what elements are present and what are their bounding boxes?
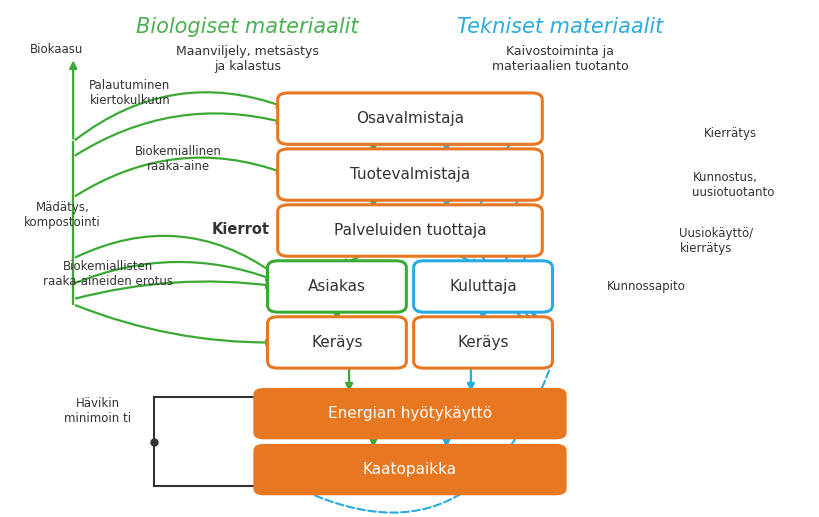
FancyBboxPatch shape — [278, 149, 541, 200]
Text: Kuluttaja: Kuluttaja — [449, 279, 516, 294]
Text: Keräys: Keräys — [457, 335, 508, 350]
Text: Mädätys,
kompostointi: Mädätys, kompostointi — [25, 201, 101, 229]
FancyBboxPatch shape — [278, 93, 541, 144]
Text: Energian hyötykäyttö: Energian hyötykäyttö — [328, 406, 491, 421]
FancyBboxPatch shape — [267, 317, 406, 368]
FancyBboxPatch shape — [253, 388, 566, 439]
Text: Uusiokäyttö/
kierrätys: Uusiokäyttö/ kierrätys — [679, 226, 753, 255]
Text: Biologiset materiaalit: Biologiset materiaalit — [136, 17, 359, 37]
Text: Kaivostoiminta ja
materiaalien tuotanto: Kaivostoiminta ja materiaalien tuotanto — [491, 44, 627, 72]
Text: Palautuminen
kiertokulkuun: Palautuminen kiertokulkuun — [89, 79, 170, 107]
Text: Tekniset materiaalit: Tekniset materiaalit — [456, 17, 663, 37]
FancyBboxPatch shape — [413, 261, 552, 312]
Text: Kunnossapito: Kunnossapito — [607, 280, 686, 293]
FancyBboxPatch shape — [253, 444, 566, 495]
Text: Biokemiallisten
raaka-aineiden erotus: Biokemiallisten raaka-aineiden erotus — [43, 260, 173, 288]
Text: Maanviljely, metsästys
ja kalastus: Maanviljely, metsästys ja kalastus — [176, 44, 319, 72]
FancyBboxPatch shape — [278, 205, 541, 256]
Text: Keräys: Keräys — [311, 335, 362, 350]
FancyBboxPatch shape — [413, 317, 552, 368]
Text: Tuotevalmistaja: Tuotevalmistaja — [350, 167, 469, 182]
FancyBboxPatch shape — [267, 261, 406, 312]
Text: Palveluiden tuottaja: Palveluiden tuottaja — [333, 223, 486, 238]
Text: Osavalmistaja: Osavalmistaja — [355, 111, 464, 126]
Text: Biokemiallinen
raaka-aine: Biokemiallinen raaka-aine — [135, 145, 222, 173]
Text: Kunnostus,
uusiotuotanto: Kunnostus, uusiotuotanto — [691, 171, 774, 199]
Text: Biokaasu: Biokaasu — [30, 43, 84, 56]
Text: Hävikin
minimoin ti: Hävikin minimoin ti — [64, 397, 131, 425]
Text: Kierrätys: Kierrätys — [703, 127, 756, 141]
Text: Kaatopaikka: Kaatopaikka — [363, 462, 456, 477]
Text: Asiakas: Asiakas — [308, 279, 365, 294]
Text: Kierrot: Kierrot — [210, 222, 269, 237]
